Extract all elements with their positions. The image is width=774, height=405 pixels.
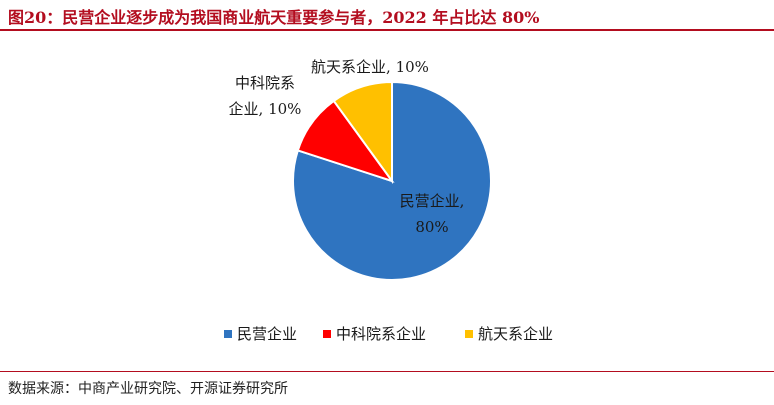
pie-labels: 民营企业, 80% 中科院系企业, 10% 航天系企业, 10% — [229, 58, 465, 236]
pie-slice-3 — [332, 80, 393, 185]
figure-title: 图20：民营企业逐步成为我国商业航天重要参与者，2022 年占比达 80% — [8, 8, 540, 27]
source-rule — [0, 371, 774, 372]
title-rule — [0, 29, 774, 31]
slice-value-label-1: 80% — [415, 218, 448, 236]
legend-swatch-2 — [323, 330, 331, 338]
slice-label-2: 中科院系 — [235, 74, 295, 92]
pie-slices — [292, 80, 493, 281]
pie-chart: 民营企业, 80% 中科院系企业, 10% 航天系企业, 10% 民营企业 中科院系企业… — [224, 58, 553, 343]
legend: 民营企业 中科院系企业 航天系企业 — [224, 325, 553, 343]
slice-label-1: 民营企业, — [400, 192, 465, 210]
slice-value-label-2: 企业, 10% — [229, 100, 302, 118]
legend-label-2: 中科院系企业 — [336, 325, 426, 343]
legend-swatch-3 — [465, 330, 473, 338]
legend-label-1: 民营企业 — [237, 325, 297, 343]
source-note: 数据来源：中商产业研究院、开源证券研究所 — [8, 381, 288, 397]
legend-label-3: 航天系企业 — [478, 325, 553, 343]
slice-label-3: 航天系企业, 10% — [311, 58, 429, 76]
legend-swatch-1 — [224, 330, 232, 338]
